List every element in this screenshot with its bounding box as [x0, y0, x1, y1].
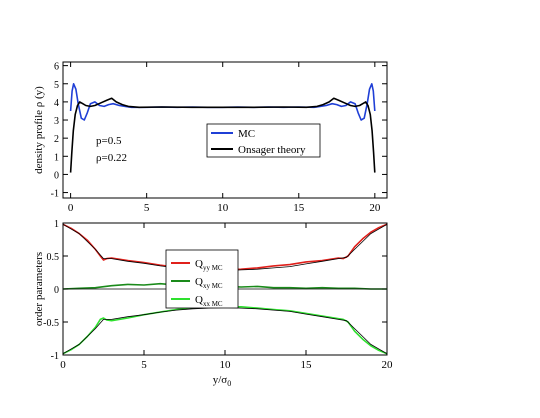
- order-y-tick-label: -1: [51, 351, 59, 362]
- annotation-p: p=0.5: [96, 135, 122, 147]
- density-legend-box: [206, 123, 321, 158]
- order-series-5-line: [62, 307, 388, 355]
- order-x-tick-label: 20: [382, 359, 394, 371]
- order-y-tick-label: 1: [54, 219, 59, 230]
- annotation-rho: ρ=0.22: [96, 152, 127, 164]
- density-y-tick-label: 4: [54, 98, 59, 109]
- order-y-axis-label: order parameters: [33, 252, 45, 326]
- order-y-tick-label: 0.5: [47, 252, 60, 263]
- density-y-tick-label: 3: [54, 116, 59, 127]
- order-x-axis-label: y/σ0: [213, 374, 232, 388]
- density-y-tick-label: 0: [54, 170, 59, 181]
- legend-label-qyy: Qyy MC: [195, 258, 223, 272]
- density-legend: MC Onsager theory: [206, 123, 321, 158]
- x-axis-label-subscript: 0: [227, 379, 231, 388]
- order-y-tick-label: -0.5: [43, 318, 59, 329]
- density-x-tick-label: 20: [369, 202, 381, 214]
- order-legend: Qyy MC Qxy MC Qxx MC: [165, 249, 239, 309]
- density-plot-frame: [62, 61, 388, 199]
- density-y-axis-label: density profile ρ (y): [33, 86, 45, 174]
- order-parameters-panel: 0 5 10 15 20 -1 -0.5 0 0.5 1 order parameters y/σ…: [33, 219, 393, 388]
- density-x-tick-label: 15: [293, 202, 305, 214]
- legend-label-onsager: Onsager theory: [238, 144, 306, 156]
- density-y-tick-label: 5: [54, 80, 59, 91]
- density-x-tick-label: 10: [217, 202, 229, 214]
- order-series-2-line: [62, 306, 388, 355]
- legend-label-qxy: Qxy MC: [195, 276, 223, 290]
- order-y-tick-label: 0: [54, 285, 59, 296]
- order-x-tick-label: 0: [60, 359, 66, 371]
- density-x-tick-label: 0: [68, 202, 74, 214]
- density-y-tick-label: 6: [54, 62, 59, 73]
- density-y-tick-label: 2: [54, 134, 59, 145]
- legend-label-qxx: Qxx MC: [195, 294, 223, 308]
- density-x-tick-label: 5: [144, 202, 150, 214]
- density-y-tick-label: 1: [54, 152, 59, 163]
- order-x-tick-label: 15: [301, 359, 313, 371]
- order-x-tick-label: 5: [141, 359, 147, 371]
- legend-label-mc: MC: [238, 128, 255, 140]
- density-y-tick-label: -1: [51, 189, 59, 200]
- order-x-tick-label: 10: [220, 359, 232, 371]
- density-series-1-line: [69, 97, 376, 173]
